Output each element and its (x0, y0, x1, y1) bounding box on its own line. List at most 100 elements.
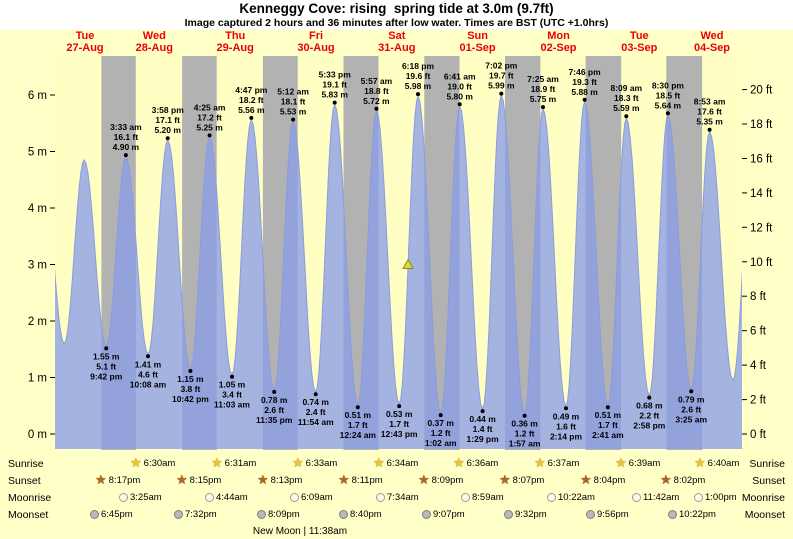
tide-extreme-dot (605, 405, 610, 410)
day-date-label: 27-Aug (66, 42, 103, 54)
tide-low-label: 0.44 m (469, 414, 496, 424)
sunset-time: 8:17pm (108, 475, 141, 486)
tide-high-label: 5.98 m (405, 81, 432, 91)
sunset-icon: ★ (95, 473, 107, 488)
moonrise-entry: 6:09am (290, 491, 333, 504)
sunset-icon: ★ (418, 473, 430, 488)
sunrise-time: 6:36am (466, 458, 499, 469)
tide-extreme-dot (165, 136, 170, 141)
astro-row-label-sunrise: Sunrise (8, 458, 44, 470)
sunset-entry: ★ 8:02pm (660, 474, 705, 487)
tide-high-label: 5.83 m (321, 90, 348, 100)
moonset-icon (422, 510, 431, 519)
tide-high-label: 7:46 pm (569, 67, 602, 77)
tide-high-label: 5.56 m (238, 105, 265, 115)
day-weekday-label: Wed (700, 30, 723, 42)
astro-row-label-sunset: Sunset (8, 475, 41, 487)
tide-low-label: 1.7 ft (348, 420, 368, 430)
sunset-entry: ★ 8:17pm (95, 474, 140, 487)
tide-high-label: 5.99 m (488, 81, 515, 91)
left-axis-tick-label: 1 m (28, 373, 47, 385)
day-weekday-label: Thu (225, 30, 245, 42)
tide-extreme-dot (355, 405, 360, 410)
tide-low-label: 2:14 pm (550, 431, 583, 441)
tide-extreme-dot (541, 105, 545, 110)
tide-high-label: 5.75 m (530, 94, 557, 104)
sunset-entry: ★ 8:09pm (418, 474, 463, 487)
moonset-time: 8:40pm (350, 509, 382, 520)
tide-low-label: 11:03 am (214, 400, 250, 410)
tide-high-label: 5.20 m (154, 125, 181, 135)
right-axis-tick-label: 2 ft (750, 395, 767, 407)
sunset-icon: ★ (338, 473, 350, 488)
tide-high-label: 19.6 ft (406, 71, 431, 81)
tide-extreme-dot (374, 106, 379, 111)
sunset-entry: ★ 8:13pm (257, 474, 302, 487)
tide-high-label: 16.1 ft (114, 132, 139, 142)
sunrise-time: 6:34am (386, 458, 419, 469)
tide-high-label: 5.72 m (363, 96, 390, 106)
sunset-time: 8:04pm (593, 475, 626, 486)
moonrise-icon (290, 493, 299, 502)
tide-extreme-dot (564, 406, 568, 411)
sunset-entry: ★ 8:07pm (499, 474, 544, 487)
tide-high-label: 17.2 ft (197, 112, 222, 122)
left-axis-tick-label: 5 m (28, 147, 47, 159)
day-date-label: 03-Sep (621, 42, 657, 54)
sunset-time: 8:13pm (270, 475, 303, 486)
moonset-entry: 6:45pm (90, 508, 133, 521)
tide-extreme-dot (332, 100, 337, 105)
sunrise-icon: ★ (292, 456, 304, 471)
tide-low-label: 2.6 ft (681, 404, 701, 414)
tide-extreme-dot (457, 102, 462, 107)
tide-high-label: 5.80 m (446, 91, 473, 101)
tide-low-label: 0.51 m (345, 410, 372, 420)
tide-low-label: 10:42 pm (172, 394, 209, 404)
tide-extreme-dot (104, 346, 109, 351)
moonset-entry: 9:56pm (586, 508, 629, 521)
tide-extreme-dot (146, 354, 150, 359)
tide-extreme-dot (647, 395, 652, 400)
tide-low-label: 5.1 ft (96, 361, 116, 371)
day-weekday-label: Fri (309, 30, 323, 42)
moonrise-time: 8:59am (472, 492, 504, 503)
tide-high-label: 3:58 pm (152, 105, 185, 115)
tide-extreme-dot (313, 392, 318, 397)
tide-low-label: 3.8 ft (180, 384, 200, 394)
right-axis-tick-label: 20 ft (750, 85, 773, 97)
astro-row-label-moonset-right: Moonset (744, 509, 785, 521)
tide-high-label: 18.9 ft (531, 84, 556, 94)
moonset-entry: 7:32pm (174, 508, 217, 521)
tide-high-label: 5.88 m (571, 87, 598, 97)
tide-low-label: 0.68 m (636, 401, 663, 411)
moonset-time: 8:09pm (268, 509, 300, 520)
day-weekday-label: Tue (76, 30, 95, 42)
sunrise-icon: ★ (130, 456, 142, 471)
tide-high-label: 19.7 ft (489, 71, 514, 81)
day-date-label: 29-Aug (217, 42, 254, 54)
moonrise-time: 11:42am (643, 492, 680, 503)
sunrise-time: 6:33am (305, 458, 338, 469)
sunset-time: 8:15pm (189, 475, 222, 486)
tide-high-label: 5.53 m (280, 107, 307, 117)
tide-high-label: 4:25 am (194, 102, 226, 112)
day-weekday-label: Sun (467, 30, 488, 42)
tide-low-label: 1.55 m (93, 351, 120, 361)
tide-high-label: 5:57 am (361, 76, 393, 86)
moonrise-entry: 10:22am (547, 491, 595, 504)
tide-low-label: 2.6 ft (264, 405, 284, 415)
tide-low-label: 2.2 ft (639, 411, 659, 421)
tide-extreme-dot (582, 97, 587, 102)
sunrise-icon: ★ (534, 456, 546, 471)
tide-low-label: 10:08 am (130, 379, 167, 389)
moonset-entry: 9:07pm (422, 508, 465, 521)
sunrise-icon: ★ (211, 456, 223, 471)
sunset-time: 8:09pm (431, 475, 464, 486)
day-date-label: 01-Sep (460, 42, 496, 54)
tide-high-label: 4.90 m (113, 142, 140, 152)
sunrise-entry: ★ 6:34am (373, 457, 418, 470)
moonrise-entry: 3:25am (119, 491, 162, 504)
sunrise-entry: ★ 6:39am (615, 457, 660, 470)
tide-low-label: 9:42 pm (90, 371, 123, 381)
